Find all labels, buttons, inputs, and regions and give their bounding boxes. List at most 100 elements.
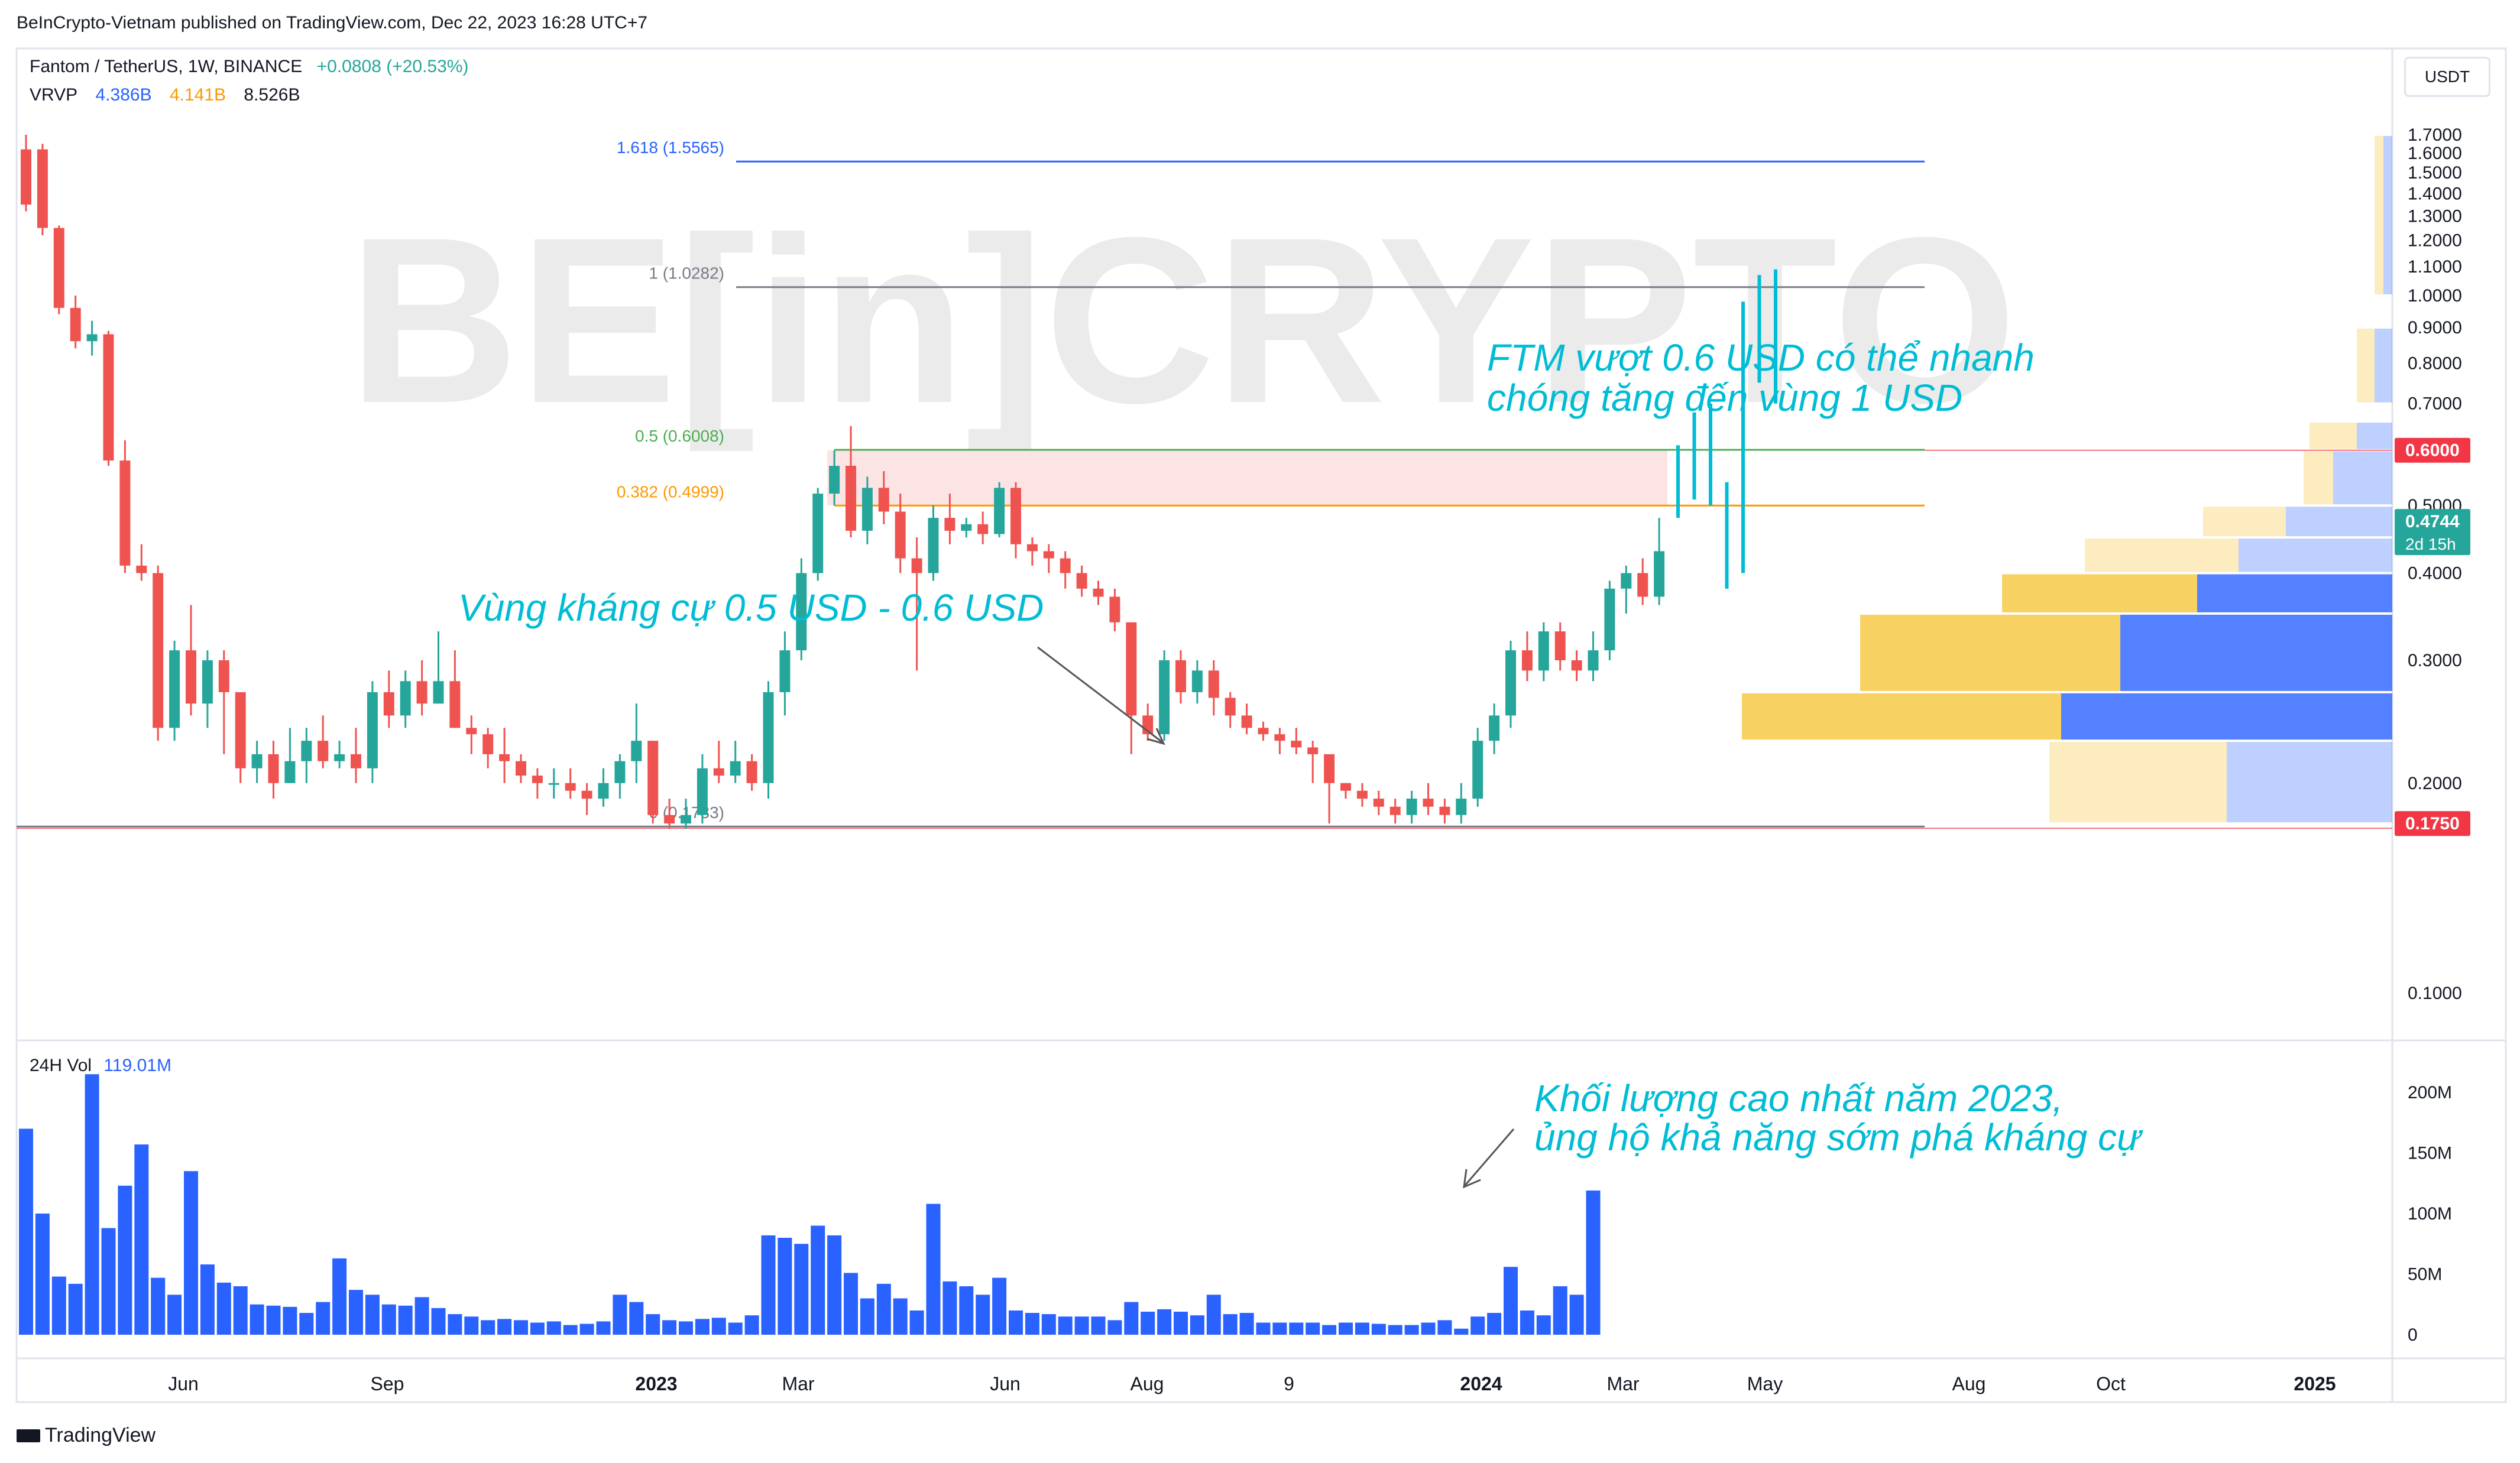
tradingview-logo[interactable]: TradingView xyxy=(17,1422,156,1447)
volume-bar xyxy=(1074,1316,1089,1335)
candle-body xyxy=(351,754,361,768)
volume-bar xyxy=(827,1235,842,1335)
volume-bar xyxy=(35,1214,50,1335)
volume-axis-layer: 200M 150M 100M 50M 0 xyxy=(2408,1083,2452,1345)
volume-bar xyxy=(811,1225,825,1335)
price-tick-label: 1.0000 xyxy=(2408,286,2462,306)
volume-value: 119.01M xyxy=(103,1056,171,1075)
resistance-arrow xyxy=(1037,646,1162,743)
volume-profile-layer xyxy=(1742,136,2392,823)
volume-tick-label: 150M xyxy=(2408,1144,2452,1163)
volume-bar xyxy=(711,1318,726,1335)
candle-body xyxy=(416,681,427,704)
volume-bar xyxy=(216,1282,231,1335)
candle-body xyxy=(1241,715,1252,728)
volume-bar xyxy=(1306,1322,1320,1335)
fib-label-0-382: 0.382 (0.4999) xyxy=(617,482,724,501)
candle-body xyxy=(301,741,312,761)
candle-body xyxy=(153,573,164,728)
candle-body xyxy=(1538,631,1549,671)
volume-bar xyxy=(1421,1322,1436,1335)
volume-tick-label: 200M xyxy=(2408,1083,2452,1102)
volume-bar xyxy=(448,1314,462,1335)
candle-body xyxy=(647,741,659,815)
fib-label-1: 1 (1.0282) xyxy=(649,264,724,283)
symbol-title[interactable]: Fantom / TetherUS, 1W, BINANCE xyxy=(30,57,303,76)
volume-bar xyxy=(546,1321,561,1335)
candle-body xyxy=(1654,551,1665,597)
volume-bar xyxy=(381,1304,396,1335)
volume-profile-bar-down xyxy=(2120,614,2392,691)
volume-bar xyxy=(184,1171,198,1335)
price-tag-box xyxy=(2395,509,2470,556)
price-tick-label: 0.3000 xyxy=(2408,651,2462,670)
volume-profile-bar-up xyxy=(2375,136,2383,294)
candle-body xyxy=(449,681,461,728)
volume-bar xyxy=(1553,1286,1567,1335)
volume-bar xyxy=(728,1322,743,1335)
candle-body xyxy=(1060,558,1071,573)
volume-bar xyxy=(1239,1313,1254,1335)
candle-body xyxy=(895,511,906,559)
volume-bar xyxy=(1206,1295,1221,1335)
volume-bar xyxy=(909,1310,924,1335)
volume-label[interactable]: 24H Vol xyxy=(30,1056,92,1075)
candle-body xyxy=(1093,588,1104,597)
volume-bar xyxy=(778,1238,792,1335)
volume-bar xyxy=(1025,1313,1039,1335)
candle-body xyxy=(928,518,939,573)
candle-body xyxy=(1274,734,1285,741)
candle-body xyxy=(400,681,411,716)
volume-bar xyxy=(167,1295,182,1335)
price-tag-label: 0.1750 xyxy=(2405,814,2460,833)
candle-body xyxy=(318,741,329,761)
volume-profile-bar-up xyxy=(1742,693,2061,740)
price-tick-label: 0.7000 xyxy=(2408,394,2462,414)
volume-bar xyxy=(200,1264,215,1335)
price-tick-label: 1.2000 xyxy=(2408,231,2462,251)
candle-body xyxy=(53,228,64,308)
candle-body xyxy=(1423,799,1434,807)
volume-profile-bar-down xyxy=(2227,742,2392,823)
volume-bar xyxy=(844,1273,858,1335)
time-tick-label: Jun xyxy=(168,1373,199,1394)
time-tick-label: 9 xyxy=(1284,1373,1294,1394)
time-tick-label: Mar xyxy=(1606,1373,1639,1394)
volume-tick-label: 0 xyxy=(2408,1325,2418,1345)
volume-profile-bar-down xyxy=(2239,539,2392,572)
candle-body xyxy=(1026,544,1038,552)
candle-body xyxy=(235,692,246,768)
candle-body xyxy=(1225,698,1236,716)
vrvp-total-value: 8.526B xyxy=(244,85,300,105)
currency-button[interactable]: USDT xyxy=(2404,57,2490,97)
volume-bar xyxy=(1223,1314,1238,1335)
volume-bar xyxy=(579,1323,594,1335)
candle-body xyxy=(1637,573,1648,597)
volume-profile-bar-down xyxy=(2333,451,2392,505)
candle-body xyxy=(548,783,559,785)
price-tick-label: 0.1000 xyxy=(2408,984,2462,1003)
candle-body xyxy=(796,573,807,651)
candle-body xyxy=(383,692,394,716)
volume-bar xyxy=(299,1313,314,1335)
candle-body xyxy=(1554,631,1566,660)
symbol-legend: Fantom / TetherUS, 1W, BINANCE +0.0808 (… xyxy=(30,57,468,77)
price-tag-countdown: 2d 15h xyxy=(2405,535,2456,553)
vrvp-legend: VRVP 4.386B 4.141B 8.526B xyxy=(30,85,313,105)
time-tick-label: Mar xyxy=(782,1373,814,1394)
candle-body xyxy=(1505,650,1516,716)
volume-arrow-head xyxy=(1463,1169,1481,1189)
candle-body xyxy=(1076,573,1087,589)
candle-body xyxy=(681,815,691,824)
volume-bar xyxy=(1058,1316,1073,1335)
volume-bar xyxy=(1174,1312,1188,1335)
volume-bar xyxy=(563,1325,578,1335)
volume-bar xyxy=(629,1302,644,1335)
vrvp-label[interactable]: VRVP xyxy=(30,85,78,105)
volume-bar xyxy=(1289,1322,1304,1335)
candle-body xyxy=(697,768,708,815)
chart-frame xyxy=(15,47,2507,1403)
candle-body xyxy=(994,488,1005,534)
time-tick-label: 2023 xyxy=(635,1373,677,1394)
candle-body xyxy=(466,728,477,735)
